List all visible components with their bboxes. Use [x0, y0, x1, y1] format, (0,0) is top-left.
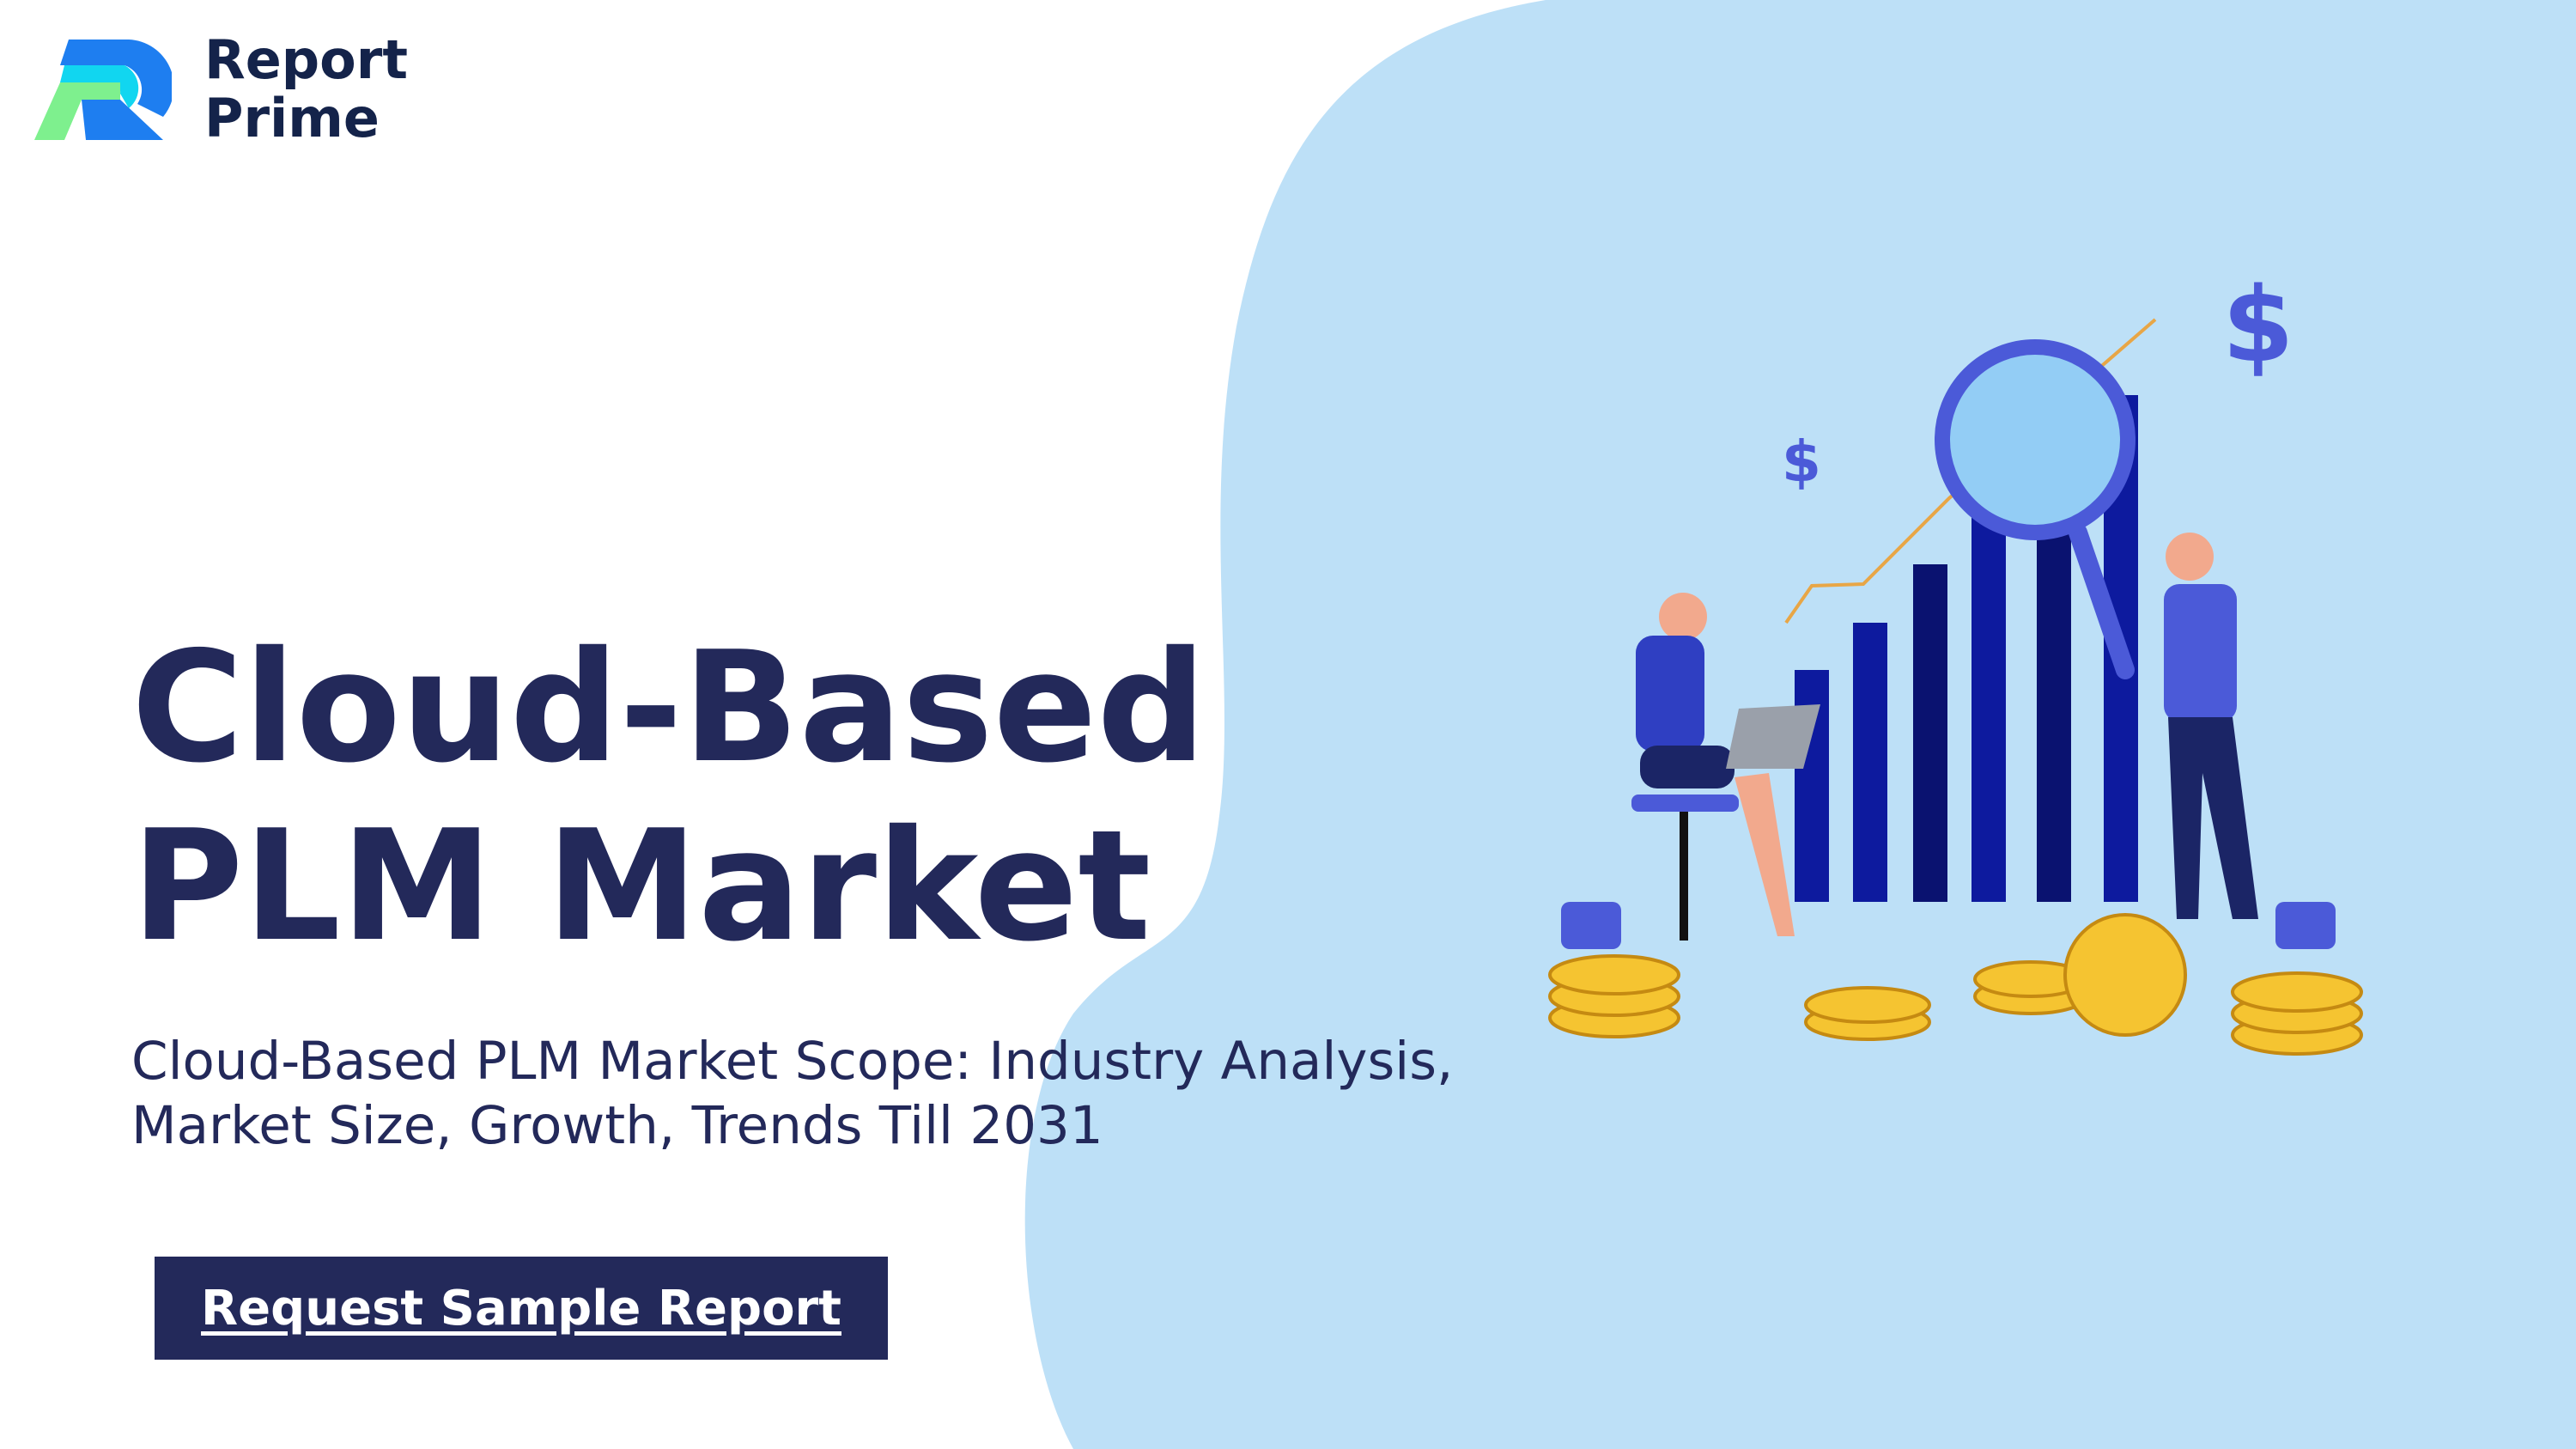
dollar-icon: $ — [1782, 429, 1821, 495]
request-sample-report-button[interactable]: Request Sample Report — [155, 1257, 888, 1360]
coins-icon — [1548, 913, 2363, 1056]
page-subtitle: Cloud-Based PLM Market Scope: Industry A… — [131, 1031, 1454, 1156]
logo-line1: Report — [204, 28, 408, 91]
report-prime-logo-icon — [34, 40, 172, 140]
magnifier-icon — [1935, 339, 2136, 679]
dollar-icon: $ — [2222, 266, 2294, 386]
man-figure-icon — [2164, 533, 2258, 919]
woman-figure-icon — [1631, 593, 1820, 941]
logo-line2: Prime — [204, 87, 380, 149]
plant-pot-icon — [1561, 902, 2336, 949]
page-title: Cloud-Based PLM Market — [131, 618, 1206, 975]
logo[interactable]: Report Prime — [34, 31, 408, 148]
